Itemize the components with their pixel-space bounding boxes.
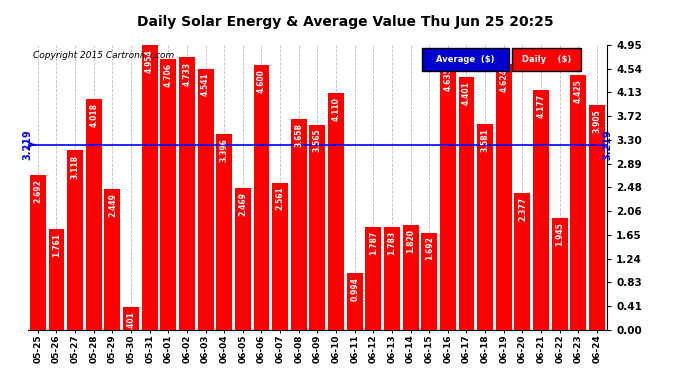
Text: 2.449: 2.449 — [108, 193, 117, 217]
Text: 3.118: 3.118 — [70, 154, 79, 178]
Bar — [141, 45, 157, 330]
Bar — [216, 135, 232, 330]
Bar — [273, 183, 288, 330]
FancyBboxPatch shape — [422, 48, 509, 70]
Bar — [123, 307, 139, 330]
Bar — [328, 93, 344, 330]
Bar — [552, 218, 568, 330]
Bar — [477, 124, 493, 330]
Text: 4.425: 4.425 — [574, 79, 583, 103]
Text: Daily Solar Energy & Average Value Thu Jun 25 20:25: Daily Solar Energy & Average Value Thu J… — [137, 15, 553, 29]
Bar — [496, 64, 512, 330]
Text: Average  ($): Average ($) — [436, 55, 495, 64]
Text: 1.783: 1.783 — [388, 231, 397, 255]
Text: 4.401: 4.401 — [462, 81, 471, 105]
Text: 3.581: 3.581 — [481, 128, 490, 152]
Text: 4.706: 4.706 — [164, 63, 172, 87]
Bar — [253, 65, 269, 330]
Text: 4.541: 4.541 — [201, 73, 210, 96]
Text: 3.658: 3.658 — [294, 123, 304, 147]
Text: 4.624: 4.624 — [500, 68, 509, 92]
Text: 1.761: 1.761 — [52, 232, 61, 256]
Text: 1.692: 1.692 — [425, 237, 434, 261]
Text: Daily    ($): Daily ($) — [522, 55, 571, 64]
Bar — [67, 150, 83, 330]
Bar — [291, 119, 306, 330]
Bar — [459, 76, 475, 330]
Bar — [440, 63, 456, 330]
Bar — [179, 57, 195, 330]
Bar — [104, 189, 120, 330]
Text: 3.905: 3.905 — [593, 109, 602, 133]
Text: 0.994: 0.994 — [350, 277, 359, 301]
Text: 1.787: 1.787 — [369, 231, 378, 255]
Text: 2.377: 2.377 — [518, 197, 527, 221]
Text: Copyright 2015 Cartronics.com: Copyright 2015 Cartronics.com — [33, 51, 175, 60]
Bar — [384, 227, 400, 330]
Bar — [533, 90, 549, 330]
Text: 3.565: 3.565 — [313, 129, 322, 152]
Bar — [422, 232, 437, 330]
Text: 2.469: 2.469 — [238, 192, 247, 216]
FancyBboxPatch shape — [511, 48, 581, 70]
Text: 4.110: 4.110 — [331, 98, 341, 121]
Bar — [160, 59, 176, 330]
Text: 3.219: 3.219 — [23, 129, 32, 160]
Text: 0.401: 0.401 — [126, 311, 135, 335]
Bar — [571, 75, 586, 330]
Text: 1.945: 1.945 — [555, 222, 564, 246]
Text: 4.954: 4.954 — [145, 49, 154, 72]
Text: 4.018: 4.018 — [89, 103, 98, 127]
Text: 4.177: 4.177 — [537, 93, 546, 118]
Bar — [403, 225, 419, 330]
Text: 4.733: 4.733 — [182, 62, 191, 86]
Bar — [515, 193, 531, 330]
Bar — [310, 125, 325, 330]
Text: 1.820: 1.820 — [406, 229, 415, 253]
Text: 3.396: 3.396 — [219, 138, 228, 162]
Bar — [86, 99, 101, 330]
Bar — [30, 175, 46, 330]
Text: 2.692: 2.692 — [33, 179, 42, 203]
Bar — [197, 69, 213, 330]
Bar — [589, 105, 605, 330]
Text: 4.635: 4.635 — [444, 67, 453, 91]
Bar — [366, 227, 382, 330]
Bar — [235, 188, 250, 330]
Text: 2.561: 2.561 — [275, 187, 285, 210]
Bar — [347, 273, 362, 330]
Bar — [48, 229, 64, 330]
Text: 3.219: 3.219 — [602, 129, 612, 160]
Text: 4.600: 4.600 — [257, 69, 266, 93]
